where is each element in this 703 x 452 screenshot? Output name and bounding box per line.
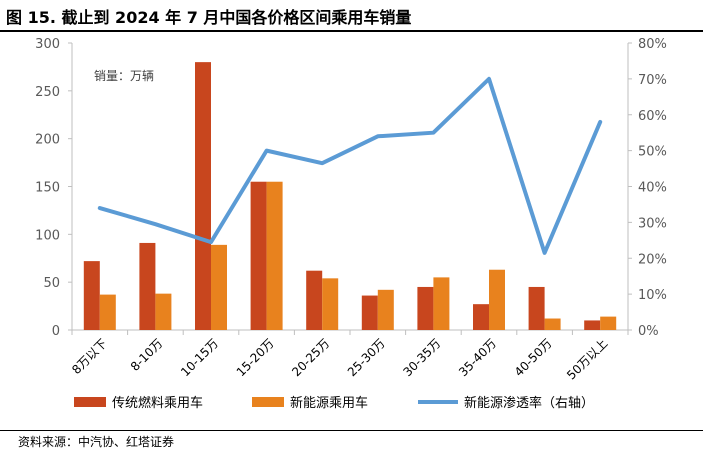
bar (377, 289, 394, 330)
x-tick-label: 10-15万 (178, 336, 221, 379)
x-tick-label: 8万以下 (69, 336, 110, 377)
y-right-tick-label: 60% (638, 109, 667, 124)
bar (83, 261, 100, 330)
bar (306, 270, 323, 330)
y-right-tick-label: 10% (638, 288, 667, 303)
legend-swatch (252, 397, 284, 407)
y-left-tick-label: 250 (35, 85, 60, 100)
bar (544, 318, 561, 330)
legend-label: 新能源乘用车 (290, 395, 368, 411)
y-right-tick-label: 30% (638, 216, 667, 231)
legend-label: 新能源渗透率（右轴） (464, 395, 594, 411)
bar (211, 244, 227, 330)
chart: 0 50 100 150 200 250 300 0% 10% 20% 30% 40% 50% 60% 70… (35, 37, 667, 411)
bar (195, 62, 211, 331)
bar (417, 286, 434, 330)
bar (139, 242, 156, 330)
y-left-tick-label: 0 (52, 324, 60, 339)
bar (361, 295, 378, 330)
y-right-tick-label: 80% (638, 37, 667, 52)
bar (433, 277, 450, 330)
bar (489, 269, 505, 330)
y-right-tick-label: 50% (638, 145, 667, 160)
y-left-tick-label: 100 (35, 228, 60, 243)
title-divider (0, 30, 703, 32)
bar (155, 293, 172, 330)
bar (250, 181, 267, 330)
y-left-tick-label: 150 (35, 181, 60, 196)
y-right-tick-label: 40% (638, 181, 667, 196)
y-right-tick-label: 0% (638, 324, 659, 339)
x-tick-label: 35-40万 (456, 336, 499, 379)
bar (322, 278, 339, 330)
unit-label: 销量：万辆 (94, 69, 154, 83)
legend-label: 传统燃料乘用车 (112, 395, 203, 411)
bar (99, 294, 116, 330)
y-right-tick-label: 70% (638, 73, 667, 88)
legend-swatch (74, 397, 106, 407)
bar (473, 304, 489, 330)
y-left-tick-label: 50 (43, 276, 60, 291)
bar (584, 320, 601, 330)
line-series-penetration (97, 76, 603, 255)
x-tick-label: 15-20万 (234, 336, 277, 379)
y-right-tick-label: 20% (638, 252, 667, 267)
x-tick-label: 50万以上 (564, 336, 610, 382)
bar (600, 316, 617, 330)
source-divider (0, 430, 703, 431)
x-tick-label: 8-10万 (128, 336, 166, 374)
source-note: 资料来源：中汽协、红塔证券 (18, 435, 175, 449)
x-tick-label: 30-35万 (400, 336, 443, 379)
bar (266, 181, 283, 330)
x-tick-label: 40-50万 (512, 336, 555, 379)
x-tick-label: 25-30万 (345, 336, 388, 379)
bar (528, 286, 545, 330)
chart-title: 图 15. 截止到 2024 年 7 月中国各价格区间乘用车销量 (6, 8, 412, 27)
y-left-tick-label: 300 (35, 37, 60, 52)
y-left-tick-label: 200 (35, 133, 60, 148)
x-tick-label: 20-25万 (289, 336, 332, 379)
